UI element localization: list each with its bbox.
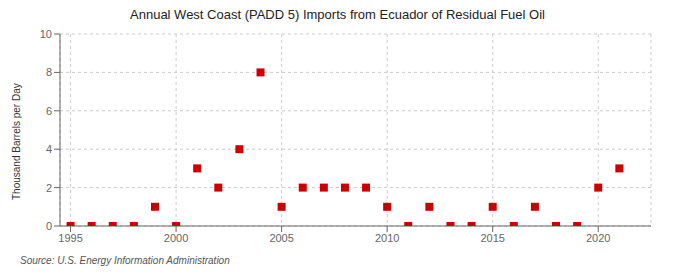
svg-text:2005: 2005 xyxy=(269,232,293,244)
svg-text:2015: 2015 xyxy=(480,232,504,244)
svg-text:2010: 2010 xyxy=(375,232,399,244)
svg-text:2000: 2000 xyxy=(164,232,188,244)
svg-text:8: 8 xyxy=(46,66,52,78)
svg-text:1995: 1995 xyxy=(58,232,82,244)
svg-text:10: 10 xyxy=(40,28,52,40)
svg-text:0: 0 xyxy=(46,220,52,232)
svg-text:2020: 2020 xyxy=(586,232,610,244)
html-text:Annual West Coast (PADD 5) Imp: Annual West Coast (PADD 5) Imports from … xyxy=(130,7,545,22)
svg-text:6: 6 xyxy=(46,105,52,117)
html-text:Source: U.S. Energy Informatio: Source: U.S. Energy Information Administ… xyxy=(20,255,230,266)
svg-text:Thousand Barrels per Day: Thousand Barrels per Day xyxy=(11,83,22,200)
svg-text:2: 2 xyxy=(46,182,52,194)
svg-text:4: 4 xyxy=(46,143,52,155)
